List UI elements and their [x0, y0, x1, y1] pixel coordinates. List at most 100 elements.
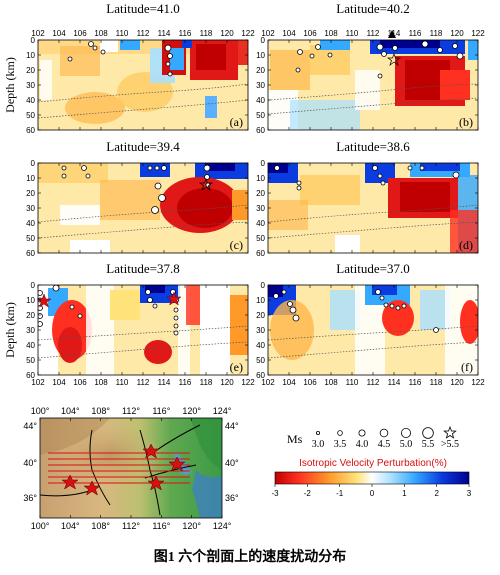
x-tick-label: 104 — [282, 29, 296, 38]
y-tick-label: 60 — [26, 126, 35, 135]
map-lat-label: 36° — [23, 493, 37, 503]
magnitude-label: 5.0 — [400, 439, 413, 450]
red-star-marker — [166, 291, 182, 306]
magnitude-legend: Ms 3.0 3.5 4.0 4.5 5.0 5.5 >5.5 — [287, 425, 459, 450]
colorbar-tick-label: 0 — [370, 489, 375, 498]
x-tick-label: 108 — [94, 29, 108, 38]
x-tick-label: 114 — [158, 378, 171, 387]
y-tick-label: 20 — [26, 311, 35, 320]
y-tick-label: 30 — [256, 81, 265, 90]
map-lon-label: 116° — [152, 521, 170, 531]
y-tick-label: 40 — [256, 219, 265, 228]
y-tick-label: 0 — [31, 281, 36, 290]
map-lon-label: 116° — [152, 406, 170, 416]
panel-b-tag: (b) — [459, 115, 473, 129]
x-tick-label: 118 — [430, 29, 443, 38]
y-tick-label: 0 — [261, 159, 266, 168]
x-tick-label: 120 — [450, 378, 464, 387]
map-star-marker — [168, 456, 186, 472]
x-tick-label: 102 — [261, 29, 275, 38]
colorbar-tick-label: -2 — [304, 489, 312, 498]
colorbar-tick-label: 2 — [434, 489, 439, 498]
panel-b-tomography — [268, 40, 478, 130]
y-tick-label: 20 — [256, 311, 265, 320]
x-tick-label: 106 — [303, 378, 317, 387]
map-star-marker — [142, 443, 160, 459]
magnitude-symbol — [337, 430, 343, 436]
x-tick-label: 110 — [116, 29, 129, 38]
map-lat-label: 44° — [23, 421, 37, 431]
map-lon-label: 112° — [122, 521, 140, 531]
map-lon-label: 124° — [213, 521, 232, 531]
y-tick-label: 50 — [26, 356, 35, 365]
panel-f-title: Latitude=37.0 — [336, 261, 409, 276]
colorbar-tick-label: -1 — [336, 489, 344, 498]
x-tick-label: 118 — [430, 378, 443, 387]
x-tick-label: 106 — [303, 29, 317, 38]
y-tick-label: 30 — [256, 326, 265, 335]
y-tick-label: 0 — [31, 36, 36, 45]
x-tick-label: 108 — [324, 29, 338, 38]
y-tick-label: 40 — [256, 341, 265, 350]
map-lat-label: 44° — [225, 421, 239, 431]
panel-e-title: Latitude=37.8 — [106, 261, 179, 276]
x-tick-label: 114 — [158, 29, 171, 38]
y-tick-label: 50 — [256, 234, 265, 243]
x-tick-label: 116 — [409, 29, 422, 38]
y-tick-label: 60 — [256, 371, 265, 380]
map-lon-label: 108° — [91, 406, 110, 416]
magnitude-symbol — [422, 427, 434, 439]
y-tick-label: 20 — [256, 66, 265, 75]
panel-c-title: Latitude=39.4 — [106, 139, 180, 154]
x-tick-label: 116 — [409, 378, 422, 387]
x-tick-label: 112 — [367, 378, 380, 387]
x-tick-label: 122 — [471, 29, 485, 38]
colorbar: Isotropic Velocity Perturbation(%) -3 -2 -… — [271, 458, 471, 498]
y-tick-label: 40 — [26, 96, 35, 105]
magnitude-symbol — [400, 427, 411, 438]
x-tick-label: 102 — [31, 29, 45, 38]
panel-d-tomography — [268, 163, 478, 253]
magnitude-label: 4.0 — [356, 439, 369, 450]
y-tick-label: 0 — [261, 36, 266, 45]
map-lat-label: 36° — [225, 493, 239, 503]
magnitude-label: 5.5 — [422, 439, 435, 450]
x-tick-label: 116 — [179, 378, 192, 387]
x-tick-label: 110 — [116, 378, 129, 387]
panel-c-tomography — [38, 163, 248, 253]
x-tick-label: 110 — [346, 378, 359, 387]
x-tick-label: 108 — [324, 378, 338, 387]
y-tick-label: 30 — [26, 204, 35, 213]
magnitude-label: 3.5 — [334, 439, 347, 450]
magnitude-label: >5.5 — [441, 439, 459, 450]
x-tick-label: 120 — [220, 378, 234, 387]
magnitude-symbol — [358, 429, 366, 437]
panel-b: Latitude=40.2 — [267, 1, 479, 131]
panel-a-tag: (a) — [230, 115, 243, 129]
magnitude-legend-prefix: Ms — [287, 432, 303, 446]
x-tick-label: 116 — [179, 29, 192, 38]
panel-f: Latitude=37.0 — [267, 261, 479, 376]
colorbar-title: Isotropic Velocity Perturbation(%) — [299, 458, 447, 469]
map-lat-label: 40° — [23, 458, 37, 468]
colorbar-gradient — [274, 471, 470, 485]
x-tick-label: 122 — [241, 378, 255, 387]
colorbar-tick-label: -3 — [271, 489, 279, 498]
y-tick-label: 10 — [256, 174, 265, 183]
x-tick-label: 102 — [261, 378, 275, 387]
red-star-marker — [36, 293, 52, 308]
map-lat-label: 40° — [225, 458, 239, 468]
map-star-marker — [83, 480, 101, 496]
panel-f-tomography — [268, 285, 478, 375]
y-tick-label: 60 — [256, 126, 265, 135]
y-axis-label-bottom: Depth (km) — [3, 302, 17, 358]
location-map: 100° 104° 108° 112° 116° 120° 124° 100° 104° 108°… — [23, 406, 239, 531]
map-lon-label: 104° — [61, 521, 80, 531]
y-tick-label: 40 — [26, 341, 35, 350]
panel-d: Latitude=38.6 — [267, 139, 479, 254]
axis-ticks: 102 104 106 108 110 112 114 116 118 120 1220102030… — [26, 29, 485, 387]
map-star-marker — [61, 474, 79, 490]
panel-c: Latitude=39.4 — [37, 139, 249, 254]
y-tick-label: 50 — [26, 111, 35, 120]
